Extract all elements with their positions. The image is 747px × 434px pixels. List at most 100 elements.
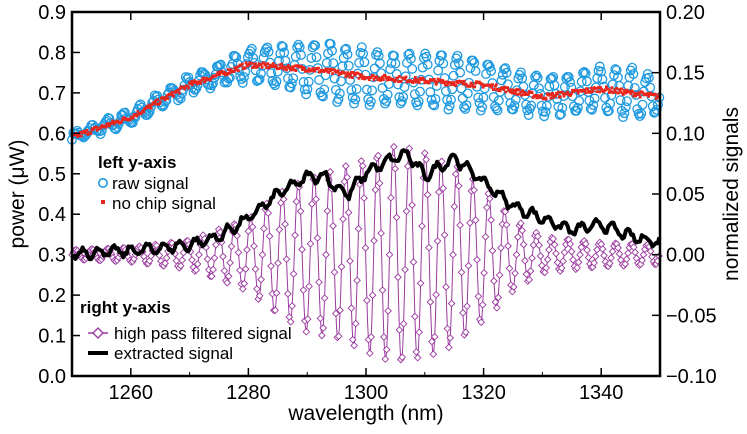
no-chip-signal-point (110, 122, 113, 125)
high-pass-point (363, 296, 371, 305)
no-chip-signal-point (517, 88, 521, 92)
legend-left: left y-axis raw signal no chip signal (98, 153, 216, 213)
high-pass-point (483, 203, 491, 212)
raw-signal-point (461, 100, 472, 111)
no-chip-signal-point (504, 90, 508, 94)
no-chip-signal-point (293, 64, 297, 68)
raw-signal-point (245, 46, 256, 57)
no-chip-signal-point (83, 131, 87, 135)
high-pass-point (559, 257, 567, 266)
raw-signal-point (350, 94, 361, 105)
high-pass-point (631, 248, 639, 257)
raw-signal-point (316, 90, 327, 101)
no-chip-signal-point (356, 71, 360, 75)
high-pass-point (210, 254, 219, 262)
raw-signal-point (399, 82, 410, 92)
no-chip-signal-point (350, 70, 353, 74)
y-left-tick-label: 0.3 (38, 245, 66, 267)
raw-signal-point (407, 63, 418, 74)
high-pass-point (466, 219, 474, 227)
no-chip-signal-point (203, 80, 207, 84)
no-chip-signal-point (336, 69, 340, 73)
high-pass-point (244, 227, 253, 236)
no-chip-signal-point (158, 102, 161, 105)
no-chip-signal-point (289, 68, 293, 72)
no-chip-signal-point (357, 76, 361, 80)
high-pass-point (264, 209, 273, 217)
high-pass-point (550, 240, 559, 249)
high-pass-point (590, 259, 598, 267)
raw-signal-point (532, 72, 543, 83)
high-pass-point (463, 302, 471, 311)
high-pass-point (490, 277, 498, 285)
no-chip-signal-point (351, 76, 354, 79)
high-pass-point (286, 317, 295, 326)
no-chip-signal-point (311, 67, 315, 70)
legend-raw-marker (98, 178, 109, 189)
high-pass-point (257, 275, 265, 284)
high-pass-point (552, 249, 560, 258)
high-pass-point (607, 254, 615, 262)
raw-signal-point (574, 95, 585, 106)
no-chip-signal-point (80, 134, 83, 138)
raw-signal-point (422, 59, 433, 70)
y-right-tick-label: −0.10 (666, 366, 717, 388)
no-chip-signal-point (511, 90, 515, 94)
y-right-tick-label: 0.05 (666, 184, 705, 206)
no-chip-signal-point (605, 85, 608, 89)
raw-signal-point (354, 57, 365, 68)
no-chip-signal-point (360, 73, 364, 77)
high-pass-point (250, 242, 258, 250)
high-pass-point (361, 244, 370, 252)
no-chip-signal-point (183, 87, 187, 91)
no-chip-signal-point (522, 91, 525, 94)
raw-signal-point (367, 85, 378, 96)
no-chip-signal-point (653, 92, 657, 96)
high-pass-point (381, 355, 390, 363)
high-pass-point (509, 283, 518, 291)
raw-signal-point (255, 68, 266, 79)
no-chip-signal-point (523, 93, 526, 96)
raw-signal-point (600, 92, 610, 103)
raw-signal-point (456, 83, 467, 94)
raw-signal-point (453, 58, 464, 69)
high-pass-point (368, 291, 377, 300)
no-chip-signal-point (584, 91, 588, 95)
no-chip-signal-point (186, 84, 190, 88)
high-pass-point (549, 234, 558, 243)
no-chip-signal-point (279, 66, 283, 70)
high-pass-point (377, 229, 385, 238)
high-pass-point (408, 201, 416, 209)
no-chip-signal-point (146, 106, 150, 109)
y-left-tick-label: 0.1 (38, 326, 66, 348)
high-pass-point (385, 250, 394, 259)
high-pass-point (614, 244, 622, 252)
no-chip-signal-point (223, 70, 226, 74)
high-pass-point (188, 256, 196, 264)
no-chip-signal-point (506, 86, 509, 90)
no-chip-signal-point (516, 93, 520, 96)
no-chip-signal-point (277, 67, 281, 70)
high-pass-point (409, 258, 418, 266)
raw-signal-point (580, 68, 591, 79)
no-chip-signal-point (294, 69, 298, 72)
no-chip-signal-point (536, 94, 540, 97)
raw-signal-point (619, 108, 630, 119)
high-pass-point (255, 291, 264, 300)
raw-signal-point (288, 73, 299, 84)
no-chip-signal-point (172, 94, 175, 98)
no-chip-signal-point (610, 86, 614, 90)
y-right-tick-label: 0.10 (666, 123, 705, 145)
no-chip-signal-point (647, 95, 651, 98)
no-chip-signal-point (280, 62, 284, 66)
no-chip-signal-point (377, 78, 381, 82)
high-pass-point (470, 186, 479, 194)
no-chip-signal-point (451, 83, 455, 86)
high-pass-point (380, 333, 388, 341)
raw-signal-point (290, 51, 301, 62)
no-chip-signal-point (436, 77, 440, 81)
high-pass-point (378, 286, 387, 295)
high-pass-point (176, 261, 185, 270)
no-chip-signal-point (347, 72, 350, 76)
no-chip-signal-point (362, 75, 365, 79)
